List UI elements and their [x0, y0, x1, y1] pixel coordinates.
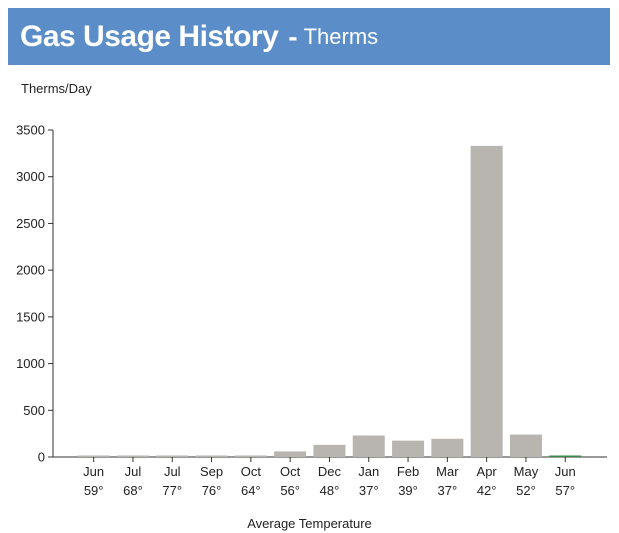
bar	[313, 444, 346, 457]
y-tick-label: 3000	[16, 169, 45, 184]
x-tick-label-month: Apr	[477, 464, 498, 479]
bar	[392, 440, 425, 457]
x-tick-label-month: Jul	[125, 464, 142, 479]
x-tick-label-temperature: 48°	[320, 483, 340, 498]
x-tick-label-temperature: 56°	[280, 483, 300, 498]
title-dash: -	[288, 20, 298, 52]
chart-subtitle: Therms	[303, 23, 379, 49]
bar	[470, 145, 503, 457]
y-axis-label: Therms/Day	[21, 81, 92, 96]
x-tick-label-temperature: 42°	[477, 483, 497, 498]
x-tick-label-month: Oct	[241, 464, 262, 479]
chart-title: Gas Usage History	[20, 19, 279, 53]
bar	[195, 455, 228, 457]
x-tick-label-temperature: 77°	[162, 483, 182, 498]
x-axis-label: Average Temperature	[247, 516, 372, 531]
x-tick-label-temperature: 76°	[202, 483, 222, 498]
x-tick-label-month: Oct	[280, 464, 301, 479]
y-tick-label: 500	[23, 403, 45, 418]
x-tick-label-month: Feb	[397, 464, 419, 479]
x-tick-label-temperature: 37°	[359, 483, 379, 498]
bar	[431, 438, 464, 457]
x-tick-label-temperature: 39°	[398, 483, 418, 498]
bar	[77, 455, 110, 457]
bar	[509, 434, 542, 457]
x-tick-label-month: Mar	[436, 464, 459, 479]
x-tick-label-temperature: 37°	[438, 483, 458, 498]
y-tick-label: 2500	[16, 216, 45, 231]
x-tick-label-month: Jul	[164, 464, 181, 479]
x-tick-label-temperature: 52°	[516, 483, 536, 498]
x-tick-label-temperature: 68°	[123, 483, 143, 498]
bar	[234, 455, 267, 457]
bar	[274, 451, 307, 457]
x-tick-label-month: Jan	[358, 464, 379, 479]
x-tick-label-temperature: 59°	[84, 483, 104, 498]
y-tick-label: 1000	[16, 356, 45, 371]
y-tick-label: 2000	[16, 263, 45, 278]
y-tick-label: 0	[38, 450, 45, 465]
x-tick-label-month: Jun	[83, 464, 104, 479]
bar	[116, 455, 149, 457]
x-tick-label-month: Jun	[555, 464, 576, 479]
x-tick-label-month: Dec	[318, 464, 342, 479]
bar	[549, 455, 582, 457]
chart-header: Gas Usage History - Therms	[8, 8, 610, 65]
bar	[352, 435, 385, 457]
x-tick-label-temperature: 64°	[241, 483, 261, 498]
y-tick-label: 1500	[16, 309, 45, 324]
x-tick-label-month: Sep	[200, 464, 223, 479]
bar	[156, 455, 189, 457]
x-tick-label-month: May	[514, 464, 539, 479]
x-tick-label-temperature: 57°	[555, 483, 575, 498]
y-tick-label: 3500	[16, 123, 45, 138]
